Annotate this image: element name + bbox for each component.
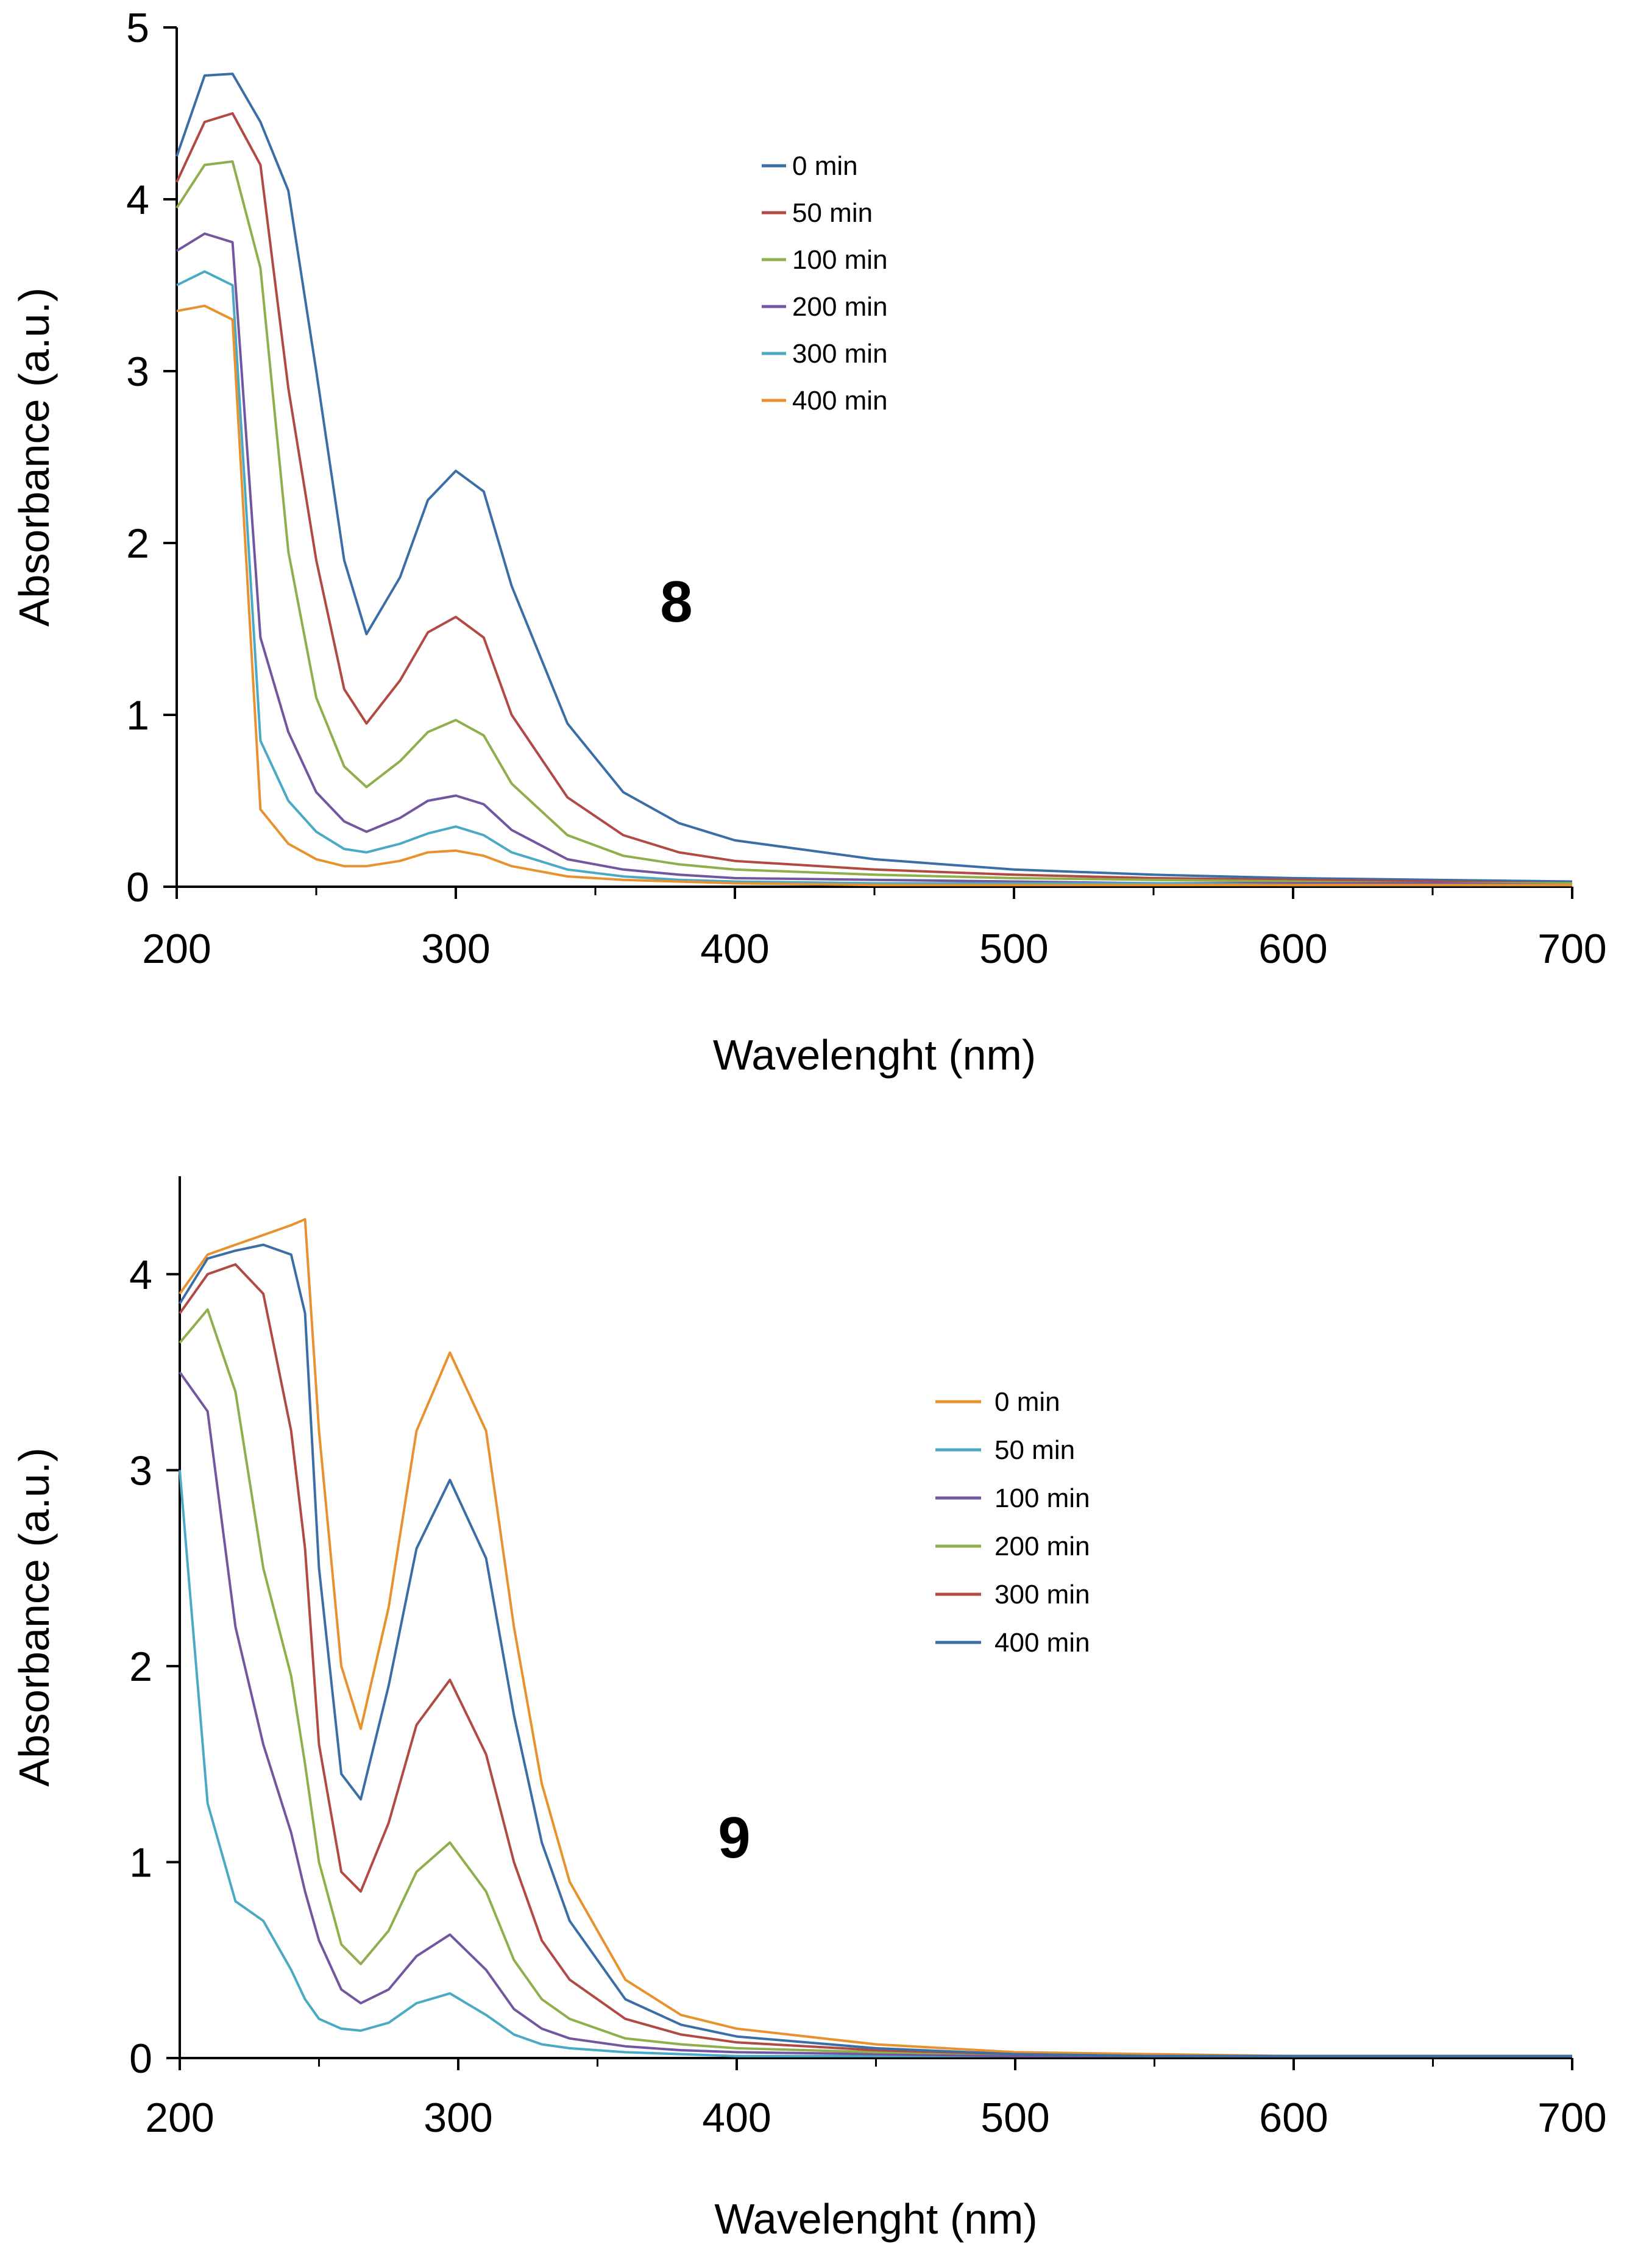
series-line-400-min [179, 1243, 1572, 2057]
y-tick-label: 5 [126, 5, 149, 51]
series-line-0-min [175, 73, 1573, 883]
y-tick-label: 2 [129, 1644, 152, 1690]
legend-label: 50 min [994, 1435, 1075, 1465]
legend-label: 200 min [994, 1532, 1090, 1561]
x-tick-label: 600 [1258, 926, 1327, 972]
y-tick-label: 0 [129, 2036, 152, 2082]
series-line-400-min [176, 304, 1572, 887]
x-tick-label: 700 [1537, 2095, 1606, 2141]
x-tick-label: 500 [980, 2095, 1049, 2141]
y-tick-label: 1 [129, 1839, 152, 1886]
x-axis-title: Wavelenght (nm) [714, 2195, 1037, 2243]
x-tick-label: 400 [700, 926, 769, 972]
x-tick-label: 300 [421, 926, 490, 972]
y-tick-label: 4 [126, 177, 149, 223]
legend-label: 400 min [994, 1628, 1090, 1658]
series-line-100-min [175, 160, 1572, 885]
legend-label: 0 min [994, 1387, 1060, 1417]
y-tick-label: 2 [126, 520, 149, 567]
series-line-50-min [175, 112, 1573, 885]
x-tick-label: 600 [1259, 2095, 1328, 2141]
y-tick-label: 3 [129, 1447, 152, 1494]
x-tick-label: 200 [142, 926, 211, 972]
x-tick-label: 200 [145, 2095, 214, 2141]
y-tick-label: 1 [126, 692, 149, 739]
chart-8: 200 300 400 500 600 700 0 1 2 3 4 5 Absorbance (a.u.… [10, 5, 1607, 1079]
chart-9: 200 300 400 500 600 700 0 1 2 3 4 Absorbance (a.u.)… [10, 1176, 1607, 2243]
x-tick-label: 700 [1537, 926, 1606, 972]
legend-label: 400 min [792, 386, 888, 416]
series-line-100-min [179, 1371, 1572, 2057]
y-axis-title: Absorbance (a.u.) [10, 288, 58, 626]
legend-label: 100 min [994, 1483, 1090, 1513]
legend-label: 300 min [994, 1580, 1090, 1610]
x-tick-label: 500 [979, 926, 1048, 972]
y-tick-label: 4 [129, 1252, 152, 1298]
series-line-0-min [179, 1218, 1572, 2057]
x-axis-title: Wavelenght (nm) [713, 1031, 1036, 1079]
series-line-200-min [175, 232, 1573, 887]
x-tick-label: 300 [424, 2095, 492, 2141]
x-tick-label: 400 [702, 2095, 771, 2141]
y-axis-title: Absorbance (a.u.) [10, 1447, 58, 1786]
legend-label: 100 min [792, 245, 888, 275]
panel-label: 8 [660, 569, 692, 634]
series-line-50-min [179, 1470, 1572, 2057]
legend-label: 300 min [792, 339, 888, 369]
legend-label: 200 min [792, 292, 888, 322]
y-tick-label: 0 [126, 864, 149, 910]
legend-label: 50 min [792, 198, 873, 228]
panel-label: 9 [718, 1805, 750, 1870]
series-line-300-min [176, 270, 1572, 887]
series-line-300-min [179, 1263, 1572, 2057]
y-tick-label: 3 [126, 349, 149, 395]
legend-label: 0 min [792, 151, 858, 181]
